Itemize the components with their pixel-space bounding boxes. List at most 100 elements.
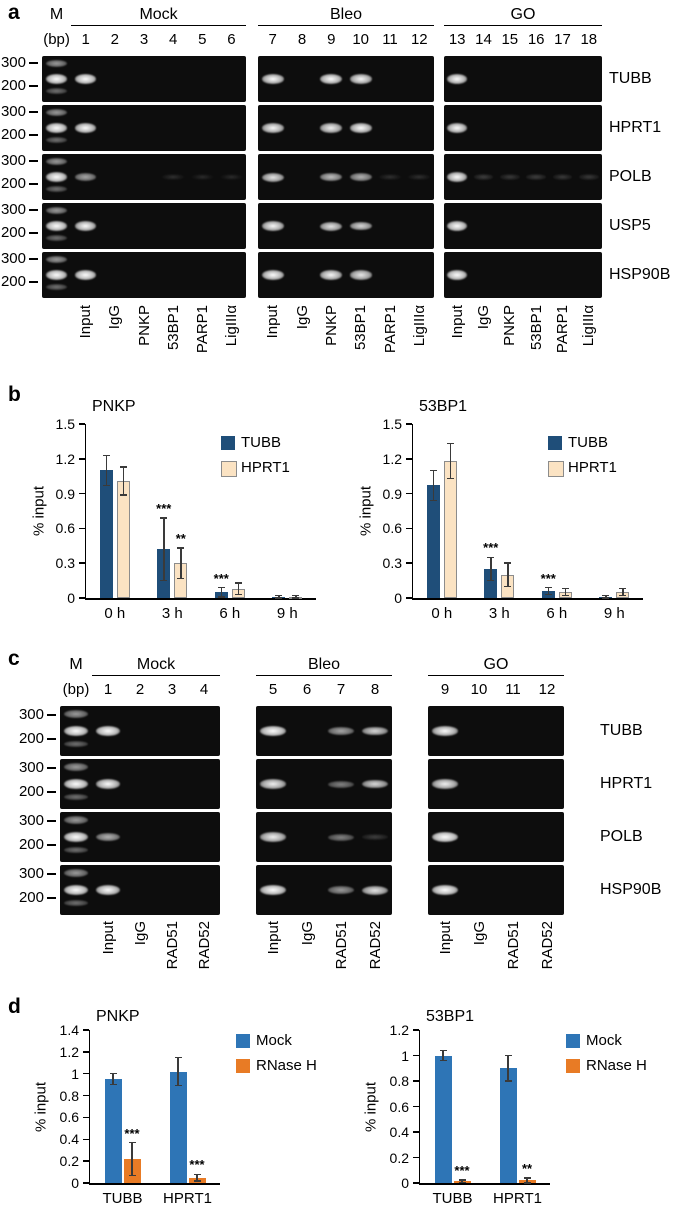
- gene-label: HSP90B: [609, 266, 671, 283]
- group-label-go: GO: [428, 656, 564, 676]
- gel-strip: [42, 56, 246, 102]
- marker-size-label: 200: [16, 730, 56, 747]
- lane-label-text: PNKP: [322, 305, 340, 346]
- y-axis-line: [88, 1030, 90, 1185]
- gene-label: HPRT1: [609, 119, 662, 136]
- gel-strip: [256, 706, 392, 756]
- y-tick-label: 0.9: [55, 485, 75, 502]
- y-tick-label: 1.5: [55, 416, 75, 432]
- gel-band: [45, 172, 68, 182]
- category-label: TUBB: [102, 1190, 143, 1207]
- y-tick: [79, 423, 85, 425]
- error-cap: [487, 579, 495, 582]
- significance-label: ***: [454, 1163, 470, 1179]
- y-tick-label: 1.2: [389, 1022, 409, 1038]
- marker-size-label: 200: [0, 224, 38, 241]
- gel-band: [261, 221, 284, 231]
- lane-label-text: IgG: [293, 305, 311, 330]
- gel-band: [349, 74, 372, 84]
- error-cap: [128, 1141, 136, 1144]
- gel-band: [64, 832, 88, 842]
- error-cap: [292, 597, 300, 599]
- gel-band: [320, 221, 343, 231]
- gel-strip: [60, 759, 220, 809]
- lane-number: 14: [475, 31, 492, 48]
- gel-strip: [60, 706, 220, 756]
- lane-number: 15: [501, 31, 519, 48]
- y-tick-label: 1: [401, 1047, 409, 1064]
- marker-tick: [47, 896, 56, 899]
- y-tick: [79, 458, 85, 460]
- error-cap: [504, 562, 512, 564]
- lane-label: IgG: [292, 305, 312, 387]
- gel-band: [64, 779, 88, 789]
- legend-label: Mock: [256, 1032, 292, 1049]
- marker-size-label: 200: [16, 889, 56, 906]
- gel-band: [349, 221, 372, 231]
- marker-size-label: 300: [0, 250, 38, 267]
- gel-band: [362, 726, 388, 736]
- y-tick-label: 0.8: [389, 1073, 409, 1089]
- error-cap: [128, 1174, 136, 1177]
- marker-size-text: 200: [0, 126, 26, 143]
- lane-number: 8: [370, 681, 380, 698]
- marker-tick: [47, 819, 56, 822]
- lane-number: 3: [167, 681, 177, 698]
- lane-label-text: Input: [436, 921, 454, 955]
- lane-number: 13: [448, 31, 466, 48]
- marker-size-text: 200: [18, 730, 44, 747]
- gel-strip: [428, 812, 564, 862]
- error-bar: [432, 470, 434, 501]
- marker-tick: [29, 280, 38, 283]
- bp-unit-label: (bp): [43, 31, 70, 48]
- y-tick-label: 0: [401, 1175, 409, 1191]
- lane-label: IgG: [469, 921, 489, 1003]
- legend-swatch: [548, 461, 564, 477]
- lane-number: 1: [81, 31, 90, 48]
- marker-size-text: 300: [0, 103, 26, 120]
- lane-label: Input: [76, 305, 96, 387]
- y-tick-label: 1.2: [55, 450, 75, 467]
- marker-tick: [29, 61, 38, 64]
- y-tick-label: 0.4: [389, 1124, 409, 1140]
- gel-band: [320, 172, 343, 182]
- error-cap: [174, 1084, 182, 1087]
- lane-number: 4: [168, 31, 178, 48]
- significance-label: ***: [213, 570, 229, 586]
- y-tick: [413, 1131, 419, 1133]
- error-cap: [523, 1177, 531, 1179]
- lane-number: 7: [268, 31, 277, 48]
- y-tick: [406, 423, 412, 425]
- y-tick-label: 1.5: [382, 416, 402, 432]
- lane-label: 53BP1: [163, 305, 183, 387]
- category-label: 0 h: [431, 605, 453, 622]
- lane-label: LigIIIα: [221, 305, 241, 387]
- marker-tick: [29, 159, 38, 162]
- error-cap: [561, 587, 569, 590]
- gel-band: [96, 885, 120, 895]
- legend-swatch: [548, 436, 562, 450]
- error-cap: [504, 1080, 512, 1082]
- gel-band: [328, 780, 354, 788]
- category-label: HPRT1: [493, 1190, 542, 1207]
- error-cap: [602, 597, 610, 599]
- lane-label-text: PNKP: [135, 305, 153, 346]
- error-cap: [234, 582, 242, 584]
- lane-label: IgG: [130, 921, 150, 1003]
- x-axis-line: [88, 1183, 220, 1185]
- lane-label: Input: [98, 921, 118, 1003]
- category-label: 9 h: [276, 605, 298, 622]
- significance-label: ***: [483, 540, 499, 556]
- gel-band: [362, 834, 388, 840]
- gel-strip: [428, 706, 564, 756]
- lane-label: Input: [435, 921, 455, 1003]
- marker-size-label: 300: [0, 103, 38, 120]
- gel-band: [320, 74, 343, 84]
- lane-label-text: LigIIIα: [580, 305, 598, 347]
- y-axis-line: [411, 424, 413, 600]
- marker-size-text: 200: [18, 836, 44, 853]
- y-tick-label: 0.2: [59, 1153, 79, 1170]
- y-tick-label: 0.6: [55, 520, 75, 537]
- error-bar: [295, 595, 297, 598]
